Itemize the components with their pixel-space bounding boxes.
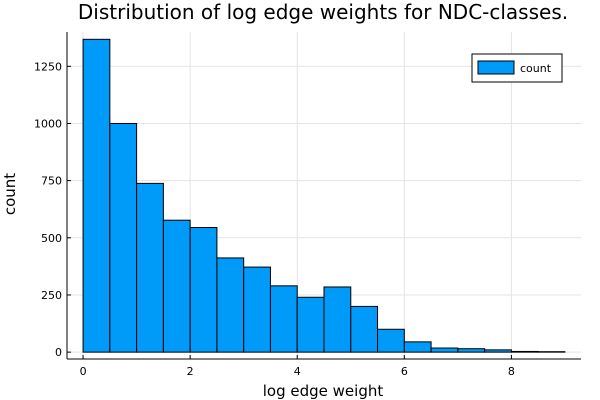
y-tick-label: 1000 [34, 117, 62, 130]
histogram-bar [109, 122, 138, 353]
histogram-bar [136, 182, 164, 353]
x-tick-label: 0 [80, 365, 87, 378]
histogram-bar [269, 285, 298, 353]
histogram-bar [510, 350, 539, 353]
x-tick-label: 2 [187, 365, 194, 378]
histogram-bar [377, 328, 405, 353]
bars [82, 38, 566, 353]
x-tick-label: 6 [401, 365, 408, 378]
histogram-bar [162, 219, 191, 353]
histogram-bar [350, 305, 379, 353]
x-tick-label: 4 [294, 365, 301, 378]
histogram-bar [323, 286, 352, 353]
y-tick-label: 750 [41, 175, 62, 188]
y-tick-label: 250 [41, 289, 62, 302]
histogram-bar [243, 266, 271, 353]
y-tick-label: 1250 [34, 60, 62, 73]
legend-label: count [520, 62, 552, 75]
axes [66, 32, 581, 360]
histogram-bar [82, 38, 111, 353]
histogram-bar [457, 348, 486, 353]
histogram-bar [296, 296, 325, 353]
histogram-bar [216, 257, 245, 353]
legend-swatch [477, 60, 515, 75]
y-ticks: 0 250 500 750 1000 1250 [34, 60, 71, 359]
histogram-bar [430, 347, 459, 353]
histogram-bar [403, 341, 432, 353]
chart-title: Distribution of log edge weights for NDC… [78, 0, 568, 24]
histogram-bar [484, 349, 512, 353]
y-axis-label: count [1, 173, 19, 215]
legend: count [471, 53, 563, 83]
y-tick-label: 500 [41, 232, 62, 245]
x-tick-label: 8 [508, 365, 515, 378]
histogram-bar [189, 227, 218, 353]
x-ticks: 0 2 4 6 8 [80, 355, 515, 378]
x-axis-label: log edge weight [263, 382, 384, 400]
y-tick-label: 0 [55, 346, 62, 359]
